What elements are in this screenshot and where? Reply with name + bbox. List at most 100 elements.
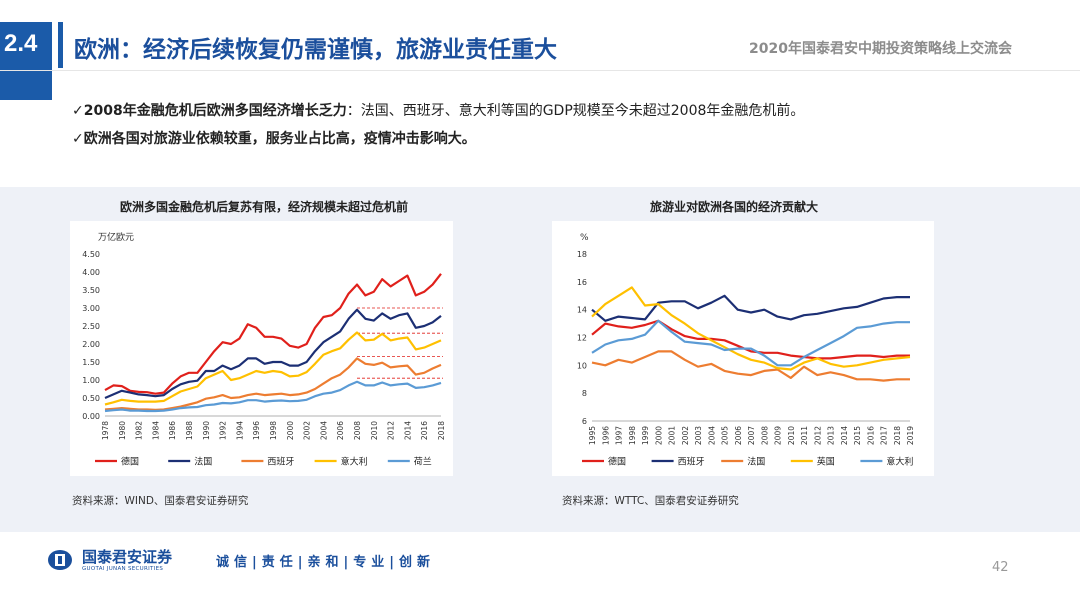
x-tick-label: 2014 — [403, 421, 412, 440]
bullet-1: ✓2008年金融危机后欧洲多国经济增长乏力：法国、西班牙、意大利等国的GDP规模… — [72, 100, 804, 120]
y-tick-label: 4.00 — [82, 268, 100, 277]
company-slogan: 诚信|责任|亲和|专业|创新 — [216, 555, 435, 570]
x-tick-label: 2001 — [668, 426, 677, 445]
x-tick-label: 1999 — [641, 426, 650, 445]
company-logo-icon — [48, 550, 72, 570]
y-axis-unit: % — [580, 233, 589, 243]
y-tick-label: 18 — [577, 250, 587, 259]
x-tick-label: 2011 — [800, 426, 809, 445]
page-number: 42 — [992, 560, 1009, 575]
x-tick-label: 2019 — [906, 426, 915, 445]
legend-label: 荷兰 — [414, 456, 432, 468]
tourism-line-chart: % 6 8 10 12 14 16 18 1995 1996 1997 1998 1999 2000 200… — [552, 221, 934, 476]
page-title: 欧洲：经济后续恢复仍需谨慎，旅游业责任重大 — [74, 37, 557, 63]
bullet-2-bold: ✓欧洲各国对旅游业依赖较重，服务业占比高，疫情冲击影响大。 — [72, 131, 476, 147]
x-tick-label: 2010 — [370, 421, 379, 440]
header-divider — [0, 70, 1080, 71]
x-tick-label: 2004 — [319, 421, 328, 440]
x-tick-label: 2016 — [420, 421, 429, 440]
legend-label: 意大利 — [886, 456, 913, 468]
legend-label: 西班牙 — [267, 456, 294, 468]
y-tick-label: 2.00 — [82, 340, 100, 349]
x-tick-label: 1994 — [235, 421, 244, 440]
chart-2-title: 旅游业对欧洲各国的经济贡献大 — [650, 200, 819, 214]
y-tick-label: 0.00 — [82, 412, 100, 421]
x-tick-label: 1996 — [601, 426, 610, 445]
series-line-德国 — [104, 273, 442, 395]
x-tick-label: 2008 — [760, 426, 769, 445]
x-tick-label: 2015 — [853, 426, 862, 445]
section-number: 2.4 — [4, 30, 38, 57]
bullet-1-bold: ✓2008年金融危机后欧洲多国经济增长乏力 — [72, 103, 347, 119]
chart-svg: % 6 8 10 12 14 16 18 1995 1996 1997 1998 1999 2000 200… — [577, 233, 915, 468]
gdp-line-chart: 万亿欧元 0.00 0.50 1.00 1.50 2.00 2.50 3.00 3.50 4.00… — [70, 221, 453, 476]
x-tick-label: 2018 — [437, 421, 446, 440]
x-tick-label: 2006 — [734, 426, 743, 445]
bullet-1-text: ：法国、西班牙、意大利等国的GDP规模至今未超过2008年金融危机前。 — [346, 103, 805, 119]
x-tick-label: 1997 — [615, 426, 624, 445]
x-tick-label: 2005 — [721, 426, 730, 445]
x-tick-label: 1996 — [252, 421, 261, 440]
y-tick-label: 6 — [582, 417, 587, 426]
chart-1-title: 欧洲多国金融危机后复苏有限，经济规模未超过危机前 — [120, 200, 409, 214]
series-line-意大利 — [104, 331, 442, 406]
x-tick-label: 1988 — [185, 421, 194, 440]
y-tick-label: 8 — [582, 389, 587, 398]
legend-label: 德国 — [608, 456, 626, 468]
x-tick-label: 1998 — [269, 421, 278, 440]
x-tick-label: 1984 — [151, 421, 160, 440]
y-tick-label: 14 — [577, 306, 587, 315]
series-line-法国 — [591, 350, 910, 382]
legend-label: 西班牙 — [678, 456, 705, 468]
x-tick-label: 2016 — [866, 426, 875, 445]
legend-label: 法国 — [194, 456, 212, 468]
y-tick-label: 3.00 — [82, 304, 100, 313]
x-tick-label: 1978 — [101, 421, 110, 440]
footer — [0, 532, 1080, 607]
y-tick-label: 3.50 — [82, 286, 100, 295]
legend-label: 英国 — [817, 456, 835, 468]
x-tick-label: 2018 — [893, 426, 902, 445]
legend-label: 德国 — [121, 456, 139, 468]
series-line-法国 — [104, 308, 442, 400]
y-tick-label: 10 — [577, 361, 587, 370]
legend-label: 法国 — [747, 456, 765, 468]
y-axis-unit: 万亿欧元 — [98, 231, 134, 243]
series-line-意大利 — [591, 319, 910, 367]
x-tick-label: 1990 — [202, 421, 211, 440]
y-tick-label: 0.50 — [82, 394, 100, 403]
y-tick-label: 12 — [577, 334, 587, 343]
x-tick-label: 2002 — [303, 421, 312, 440]
company-name-en: GUOTAI JUNAN SECURITIES — [82, 566, 164, 572]
chart-2-source: 资料来源：WTTC、国泰君安证券研究 — [562, 495, 739, 507]
y-tick-label: 1.00 — [82, 376, 100, 385]
x-tick-label: 1998 — [628, 426, 637, 445]
y-tick-label: 16 — [577, 278, 587, 287]
x-tick-label: 2013 — [827, 426, 836, 445]
series-line-德国 — [591, 319, 910, 360]
x-tick-label: 1992 — [219, 421, 228, 440]
series-line-西班牙 — [591, 294, 910, 322]
series-line-英国 — [591, 286, 911, 371]
x-tick-label: 2008 — [353, 421, 362, 440]
chart-1-source: 资料来源：WIND、国泰君安证券研究 — [72, 495, 249, 507]
title-accent-bar — [58, 22, 63, 68]
y-tick-label: 4.50 — [82, 250, 100, 259]
x-tick-label: 2012 — [387, 421, 396, 440]
x-tick-label: 2004 — [707, 426, 716, 445]
bullet-2: ✓欧洲各国对旅游业依赖较重，服务业占比高，疫情冲击影响大。 — [72, 128, 476, 148]
section-badge — [0, 22, 52, 100]
x-tick-label: 2010 — [787, 426, 796, 445]
x-tick-label: 1986 — [168, 421, 177, 440]
y-tick-label: 1.50 — [82, 358, 100, 367]
chart-svg: 万亿欧元 0.00 0.50 1.00 1.50 2.00 2.50 3.00 3.50 4.00… — [82, 231, 446, 468]
x-tick-label: 1980 — [118, 421, 127, 440]
x-tick-label: 2000 — [654, 426, 663, 445]
x-tick-label: 2002 — [681, 426, 690, 445]
x-tick-label: 2009 — [774, 426, 783, 445]
x-tick-label: 2014 — [840, 426, 849, 445]
x-tick-label: 2003 — [694, 426, 703, 445]
company-name-cn: 国泰君安证券 — [82, 548, 173, 566]
x-tick-label: 1982 — [135, 421, 144, 440]
x-tick-label: 2017 — [880, 426, 889, 445]
